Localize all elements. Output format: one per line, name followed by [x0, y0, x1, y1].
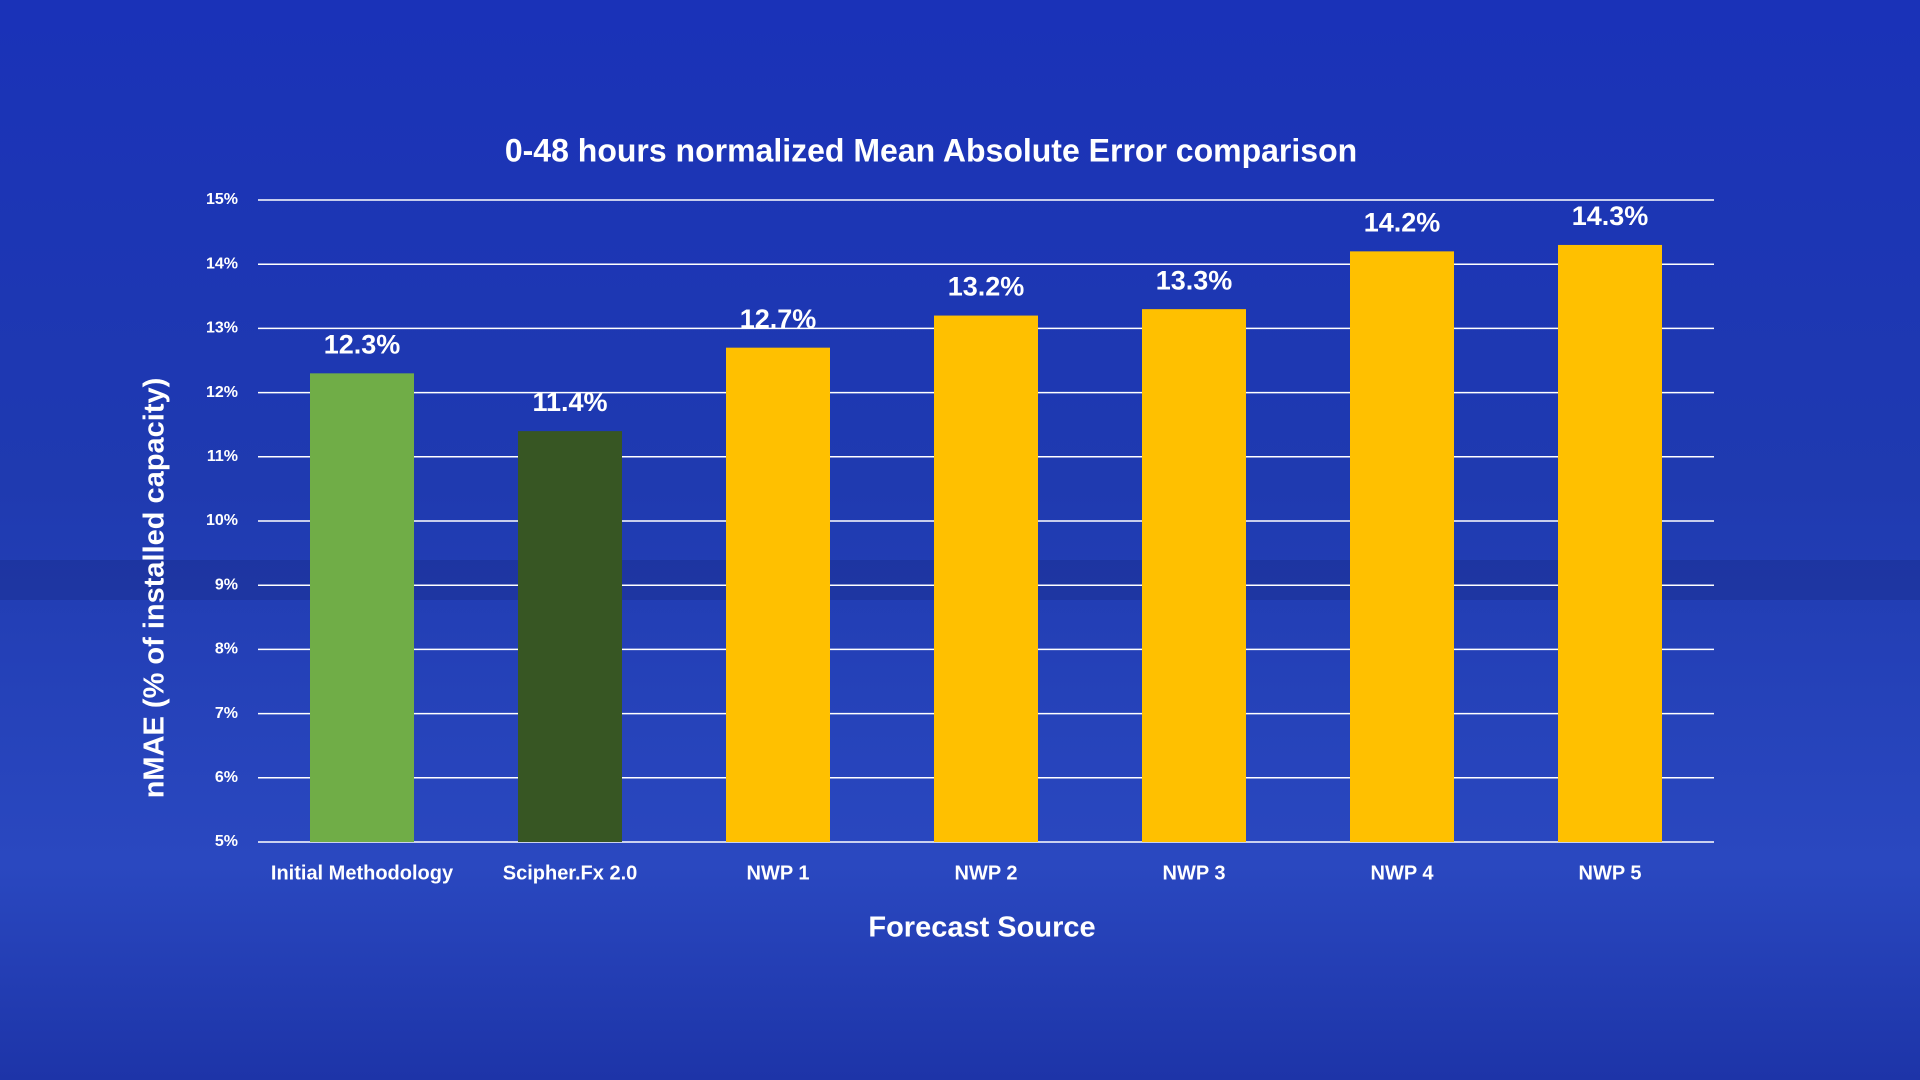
x-tick-label: Scipher.Fx 2.0: [503, 862, 638, 884]
bar: [934, 315, 1038, 842]
x-tick-label: NWP 4: [1371, 862, 1435, 884]
y-tick-label: 7%: [215, 705, 238, 722]
data-label: 14.2%: [1364, 207, 1441, 237]
x-axis-title: Forecast Source: [868, 912, 1095, 944]
data-label: 13.2%: [948, 272, 1025, 302]
y-tick-label: 11%: [207, 448, 238, 465]
data-label: 14.3%: [1572, 201, 1649, 231]
data-label: 12.3%: [324, 329, 401, 359]
y-tick-label: 13%: [206, 320, 238, 337]
data-label: 11.4%: [532, 387, 607, 417]
x-tick-label: NWP 3: [1163, 862, 1226, 884]
bar: [310, 373, 414, 842]
y-tick-label: 14%: [206, 255, 238, 272]
y-tick-label: 10%: [206, 512, 238, 529]
y-tick-label: 15%: [206, 191, 238, 208]
x-tick-label: NWP 1: [747, 862, 810, 884]
y-tick-label: 6%: [215, 769, 238, 786]
x-tick-label: NWP 2: [955, 862, 1018, 884]
data-label: 12.7%: [740, 304, 817, 334]
y-tick-label: 8%: [215, 641, 238, 658]
y-tick-label: 9%: [215, 576, 238, 593]
bar: [1350, 251, 1454, 843]
chart-title: 0-48 hours normalized Mean Absolute Erro…: [505, 132, 1357, 168]
x-tick-label: NWP 5: [1579, 862, 1642, 884]
bar: [518, 431, 622, 842]
data-label: 13.3%: [1156, 265, 1233, 295]
bar: [1142, 309, 1246, 842]
x-tick-label: Initial Methodology: [271, 862, 454, 884]
bar: [1558, 244, 1662, 842]
y-tick-label: 12%: [206, 384, 238, 401]
bar: [726, 347, 830, 842]
y-axis-title: nMAE (% of installed capacity): [139, 378, 171, 799]
y-tick-label: 5%: [215, 833, 238, 850]
